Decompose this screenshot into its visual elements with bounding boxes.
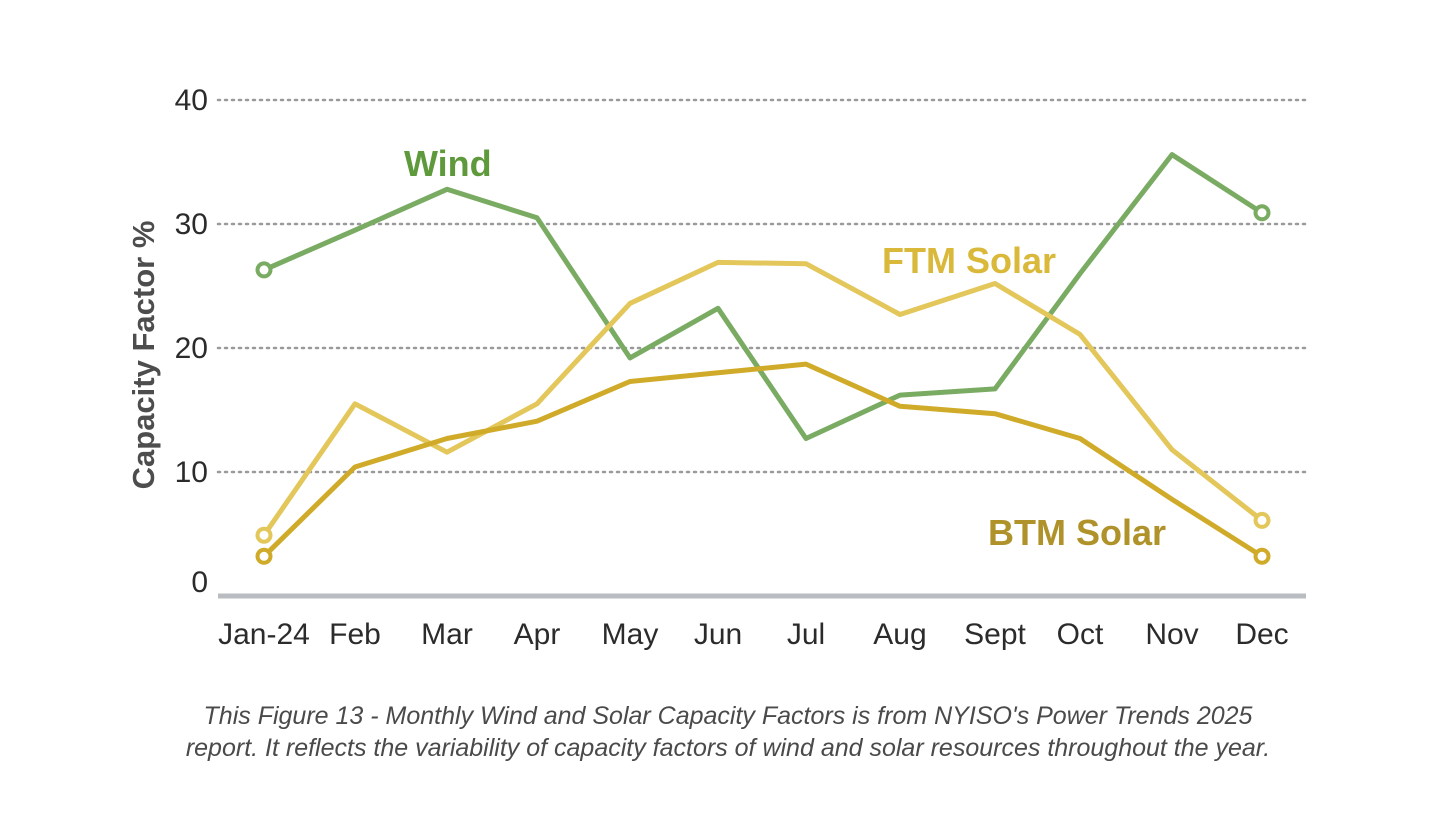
x-tick-label: Jun [694,618,742,651]
x-tick-label: Dec [1235,618,1288,651]
caption-line-2: report. It reflects the variability of c… [185,734,1271,762]
endpoint-marker-ftm-solar [1253,511,1271,529]
y-tick-label: 30 [175,208,208,241]
series-line-btm-solar [261,361,1265,559]
endpoint-marker-btm-solar [255,547,273,565]
x-tick-label: Oct [1057,618,1104,651]
y-axis-ticks: 0 10 20 30 40 [175,84,208,599]
endpoint-marker-ftm-solar [255,526,273,544]
x-tick-label: Nov [1145,618,1198,651]
series-lines [255,152,1271,565]
gridlines [216,98,1308,599]
endpoint-marker-btm-solar [1253,547,1271,565]
figure-caption: This Figure 13 - Monthly Wind and Solar … [0,700,1456,764]
endpoint-marker-wind [1253,204,1271,222]
y-tick-label: 10 [175,456,208,489]
series-line-ftm-solar [261,259,1265,538]
series-label-btm-solar: BTM Solar [988,512,1166,553]
x-tick-label: Jul [787,618,825,651]
x-axis-ticks: Jan-24 Feb Mar Apr May Jun Jul Aug Sept Oct Nov Dec [218,618,1289,651]
caption-line-1: This Figure 13 - Monthly Wind and Solar … [203,702,1253,730]
series-label-ftm-solar: FTM Solar [882,240,1056,281]
x-tick-label: Feb [329,618,381,651]
x-tick-label: Jan-24 [218,618,310,651]
y-tick-label: 40 [175,84,208,117]
x-tick-label: Sept [964,618,1026,651]
y-tick-label: 20 [175,332,208,365]
x-tick-label: Mar [421,618,473,651]
endpoint-marker-wind [255,261,273,279]
y-tick-label: 0 [191,566,208,599]
series-line-wind [261,152,1265,441]
x-tick-label: Aug [873,618,926,651]
series-label-wind: Wind [404,143,492,184]
y-axis-label: Capacity Factor % [126,221,161,490]
line-chart: 0 10 20 30 40 Jan-24 Feb Mar Apr May Jun Jul Aug Sep… [126,84,1308,651]
x-tick-label: Apr [514,618,561,651]
x-tick-label: May [602,618,659,651]
